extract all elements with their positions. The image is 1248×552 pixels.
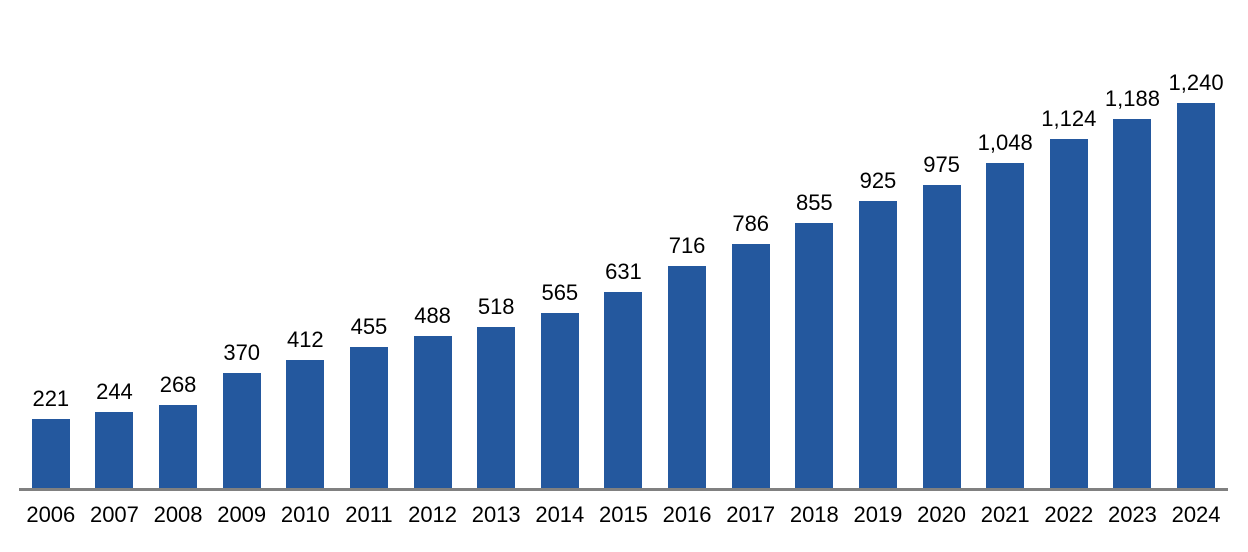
bar-column: 268 [146, 0, 210, 488]
x-axis-tick-label: 2015 [598, 502, 648, 527]
x-axis-tick-label: 2019 [853, 502, 903, 527]
x-axis-tick-label: 2022 [1044, 502, 1094, 527]
x-axis-tick-label: 2014 [535, 502, 585, 527]
bar [31, 419, 70, 488]
bar-column: 855 [783, 0, 847, 488]
x-axis-tick-label: 2018 [789, 502, 839, 527]
bar-value-label: 975 [923, 151, 960, 177]
bar-column: 786 [719, 0, 783, 488]
x-axis-tick-label: 2020 [917, 502, 967, 527]
bar-column: 244 [83, 0, 147, 488]
bar-column: 1,188 [1101, 0, 1165, 488]
bar-value-label: 488 [414, 302, 451, 328]
bar-value-label: 631 [605, 258, 642, 284]
bar-column: 925 [846, 0, 910, 488]
bar [795, 223, 834, 488]
bar [731, 244, 770, 488]
bar [540, 313, 579, 488]
bar [1113, 119, 1152, 488]
bar [1177, 103, 1216, 488]
bar-column: 631 [592, 0, 656, 488]
x-axis-tick-label: 2016 [662, 502, 712, 527]
bar-column: 1,048 [973, 0, 1037, 488]
x-axis-tick-label: 2009 [217, 502, 267, 527]
x-axis-tick-label: 2024 [1171, 502, 1221, 527]
bar [986, 163, 1025, 488]
x-axis-tick-label: 2012 [408, 502, 458, 527]
bar-column: 412 [274, 0, 338, 488]
bar-column: 1,124 [1037, 0, 1101, 488]
bar-column: 716 [655, 0, 719, 488]
bar-value-label: 716 [668, 232, 706, 258]
bar-column: 455 [337, 0, 401, 488]
bar-value-label: 786 [732, 210, 770, 236]
bar [604, 292, 643, 488]
bar [349, 347, 388, 488]
bar [922, 185, 961, 488]
bar-value-label: 455 [350, 313, 388, 339]
bar-column: 221 [19, 0, 83, 488]
bar-column: 975 [910, 0, 974, 488]
x-axis-tick-label: 2010 [280, 502, 330, 527]
bar [222, 373, 261, 488]
bar-column: 1,240 [1164, 0, 1228, 488]
x-axis-tick-label: 2006 [26, 502, 76, 527]
bar [413, 336, 452, 488]
bar-column: 565 [528, 0, 592, 488]
bar-value-label: 565 [541, 279, 579, 305]
bar-value-label: 855 [795, 189, 833, 215]
bar-column: 370 [210, 0, 274, 488]
bar-value-label: 1,188 [1104, 85, 1160, 111]
bar [286, 360, 325, 488]
plot-area: 221 244 268 370 412 455 488 518 565 631 716 786 855 9… [19, 0, 1228, 488]
x-axis-line [19, 488, 1228, 491]
bar-value-label: 370 [223, 339, 261, 365]
bar-value-label: 412 [286, 326, 324, 352]
bar-value-label: 518 [477, 293, 515, 319]
x-axis-tick-label: 2007 [89, 502, 139, 527]
bar [1049, 139, 1088, 488]
bar [668, 266, 707, 488]
bar [858, 201, 897, 488]
bar-value-label: 221 [32, 385, 70, 411]
bar-value-label: 1,240 [1168, 69, 1224, 95]
bar [95, 412, 134, 488]
x-axis-tick-label: 2008 [153, 502, 203, 527]
x-axis-tick-labels: 2006 2007 2008 2009 2010 2011 2012 2013 2014 2015… [19, 502, 1228, 527]
bar-value-label: 925 [859, 167, 897, 193]
bar-column: 518 [464, 0, 528, 488]
x-axis-tick-label: 2023 [1107, 502, 1157, 527]
bar [159, 405, 198, 488]
x-axis-tick-label: 2013 [471, 502, 521, 527]
bar-value-label: 268 [159, 371, 197, 397]
x-axis-tick-label: 2017 [726, 502, 776, 527]
x-axis-tick-label: 2021 [980, 502, 1030, 527]
bar-column: 488 [401, 0, 465, 488]
x-axis-tick-label: 2011 [345, 502, 393, 527]
bar-value-label: 1,124 [1041, 105, 1097, 131]
bar-value-label: 1,048 [977, 129, 1033, 155]
bar [477, 327, 516, 488]
bar-value-label: 244 [96, 378, 133, 404]
